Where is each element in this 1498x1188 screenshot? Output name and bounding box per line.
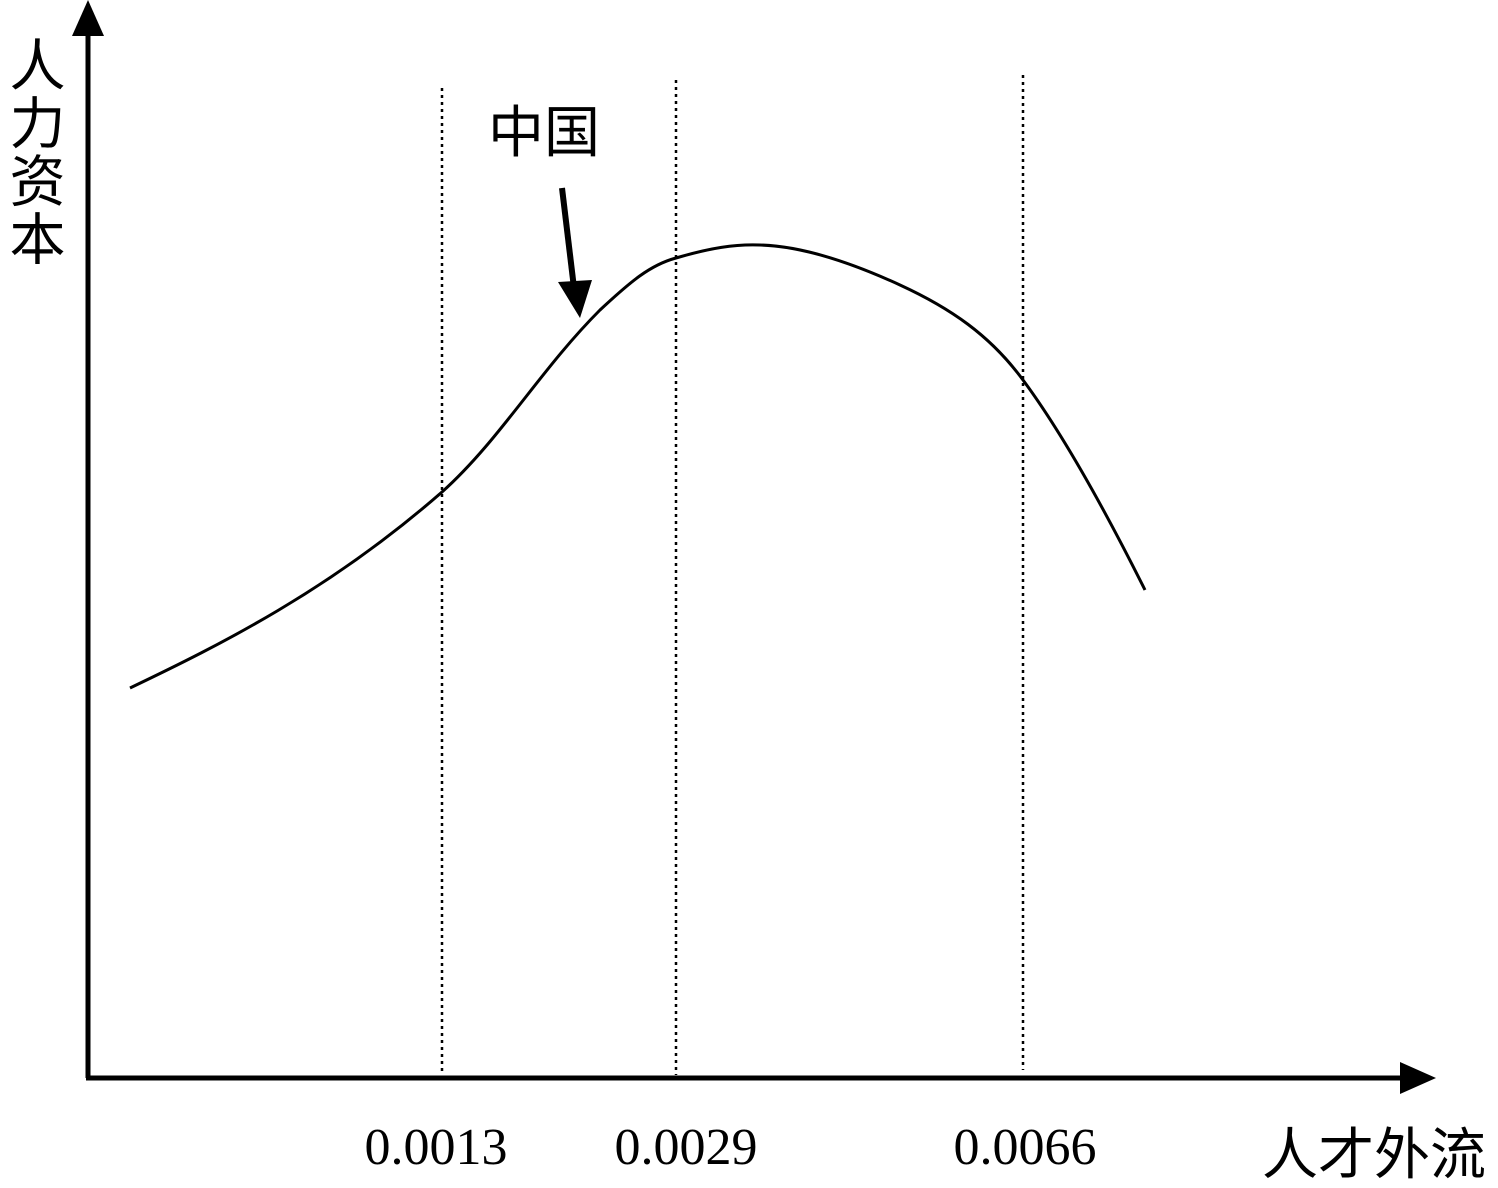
- y-axis-label: 人力资本: [1, 36, 63, 268]
- threshold-label: 0.0013: [364, 1119, 508, 1176]
- threshold-label: 0.0066: [953, 1119, 1097, 1176]
- x-axis-label: 人才外流: [1262, 1125, 1486, 1187]
- annotation-arrowhead: [558, 280, 592, 318]
- curve: [129, 243, 1147, 690]
- annotation-arrow: [559, 187, 577, 289]
- annotation: 中国: [488, 103, 600, 165]
- threshold-label: 0.0029: [614, 1119, 758, 1176]
- y-axis-arrow: [72, 0, 104, 36]
- x-axis-arrow: [1400, 1062, 1436, 1094]
